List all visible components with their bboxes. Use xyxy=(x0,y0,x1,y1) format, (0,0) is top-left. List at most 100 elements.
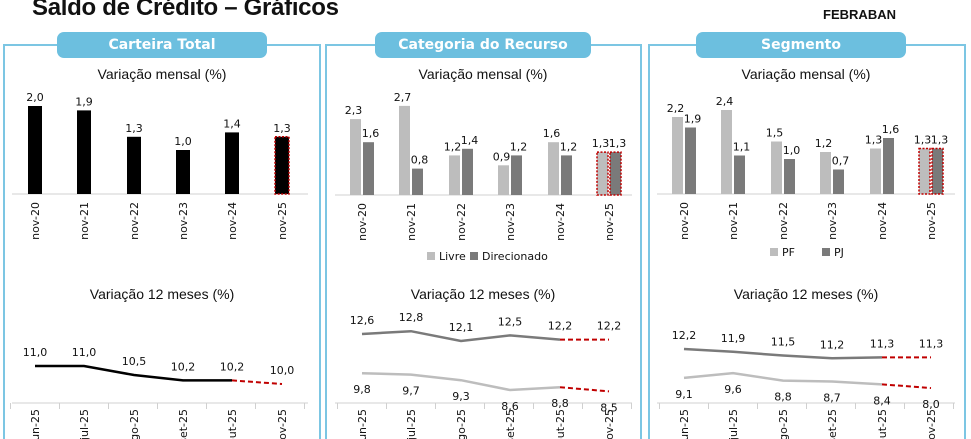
line-pj xyxy=(683,371,883,386)
data-label: 12,2 xyxy=(672,329,697,342)
line-pf xyxy=(683,347,883,360)
data-label: 1,4 xyxy=(223,117,241,130)
x-tick-label: jun-25 xyxy=(678,409,691,439)
x-tick-label: nov-25 xyxy=(603,203,616,241)
yearly-title: Variação 12 meses (%) xyxy=(89,286,235,302)
x-tick-label: nov-21 xyxy=(78,202,91,240)
bar-total xyxy=(176,150,190,194)
bar-direcionado xyxy=(511,155,522,195)
monthly-title: Variação mensal (%) xyxy=(741,66,871,82)
bar-livre xyxy=(449,155,460,195)
data-label: 1,5 xyxy=(766,127,784,140)
bar-livre xyxy=(399,105,410,195)
panel-header-carteira-total: Carteira Total xyxy=(57,32,267,58)
bar-pf xyxy=(918,147,931,195)
data-label: 11,2 xyxy=(820,338,845,351)
data-label: 1,0 xyxy=(174,135,192,148)
bar-livre xyxy=(548,142,559,195)
x-tick-label: jul-25 xyxy=(405,409,418,439)
x-tick-label: jun-25 xyxy=(356,409,369,439)
data-label: 8,6 xyxy=(501,400,519,413)
data-label: 1,3 xyxy=(865,134,883,147)
monthly-title: Variação mensal (%) xyxy=(418,66,548,82)
x-tick-label: nov-25 xyxy=(603,409,616,439)
data-label: 12,1 xyxy=(449,321,474,334)
data-label: 9,3 xyxy=(452,390,470,403)
data-label: 2,2 xyxy=(667,102,685,115)
data-label: 2,3 xyxy=(345,104,363,117)
x-tick-label: nov-24 xyxy=(876,202,889,240)
bar-pf xyxy=(870,148,881,194)
data-label: 11,0 xyxy=(23,346,48,359)
data-label: 11,9 xyxy=(721,332,746,345)
bar-pj xyxy=(734,155,745,194)
data-label: 10,2 xyxy=(171,360,196,373)
x-tick-label: ago-25 xyxy=(777,409,790,439)
data-label: 8,0 xyxy=(922,398,940,411)
bar-total xyxy=(127,136,141,194)
x-tick-label: ago-25 xyxy=(128,409,141,439)
x-tick-label: nov-23 xyxy=(177,202,190,240)
bar-pj xyxy=(685,127,696,194)
data-label: 8,8 xyxy=(551,397,569,410)
x-tick-label: nov-25 xyxy=(925,409,938,439)
bar-total xyxy=(274,136,290,195)
bar-pf xyxy=(721,110,732,194)
projection-segment xyxy=(231,379,283,385)
legend-label: PF xyxy=(782,246,795,259)
bar-total xyxy=(225,132,239,194)
data-label: 9,8 xyxy=(353,383,371,396)
data-label: 1,2 xyxy=(560,140,578,153)
data-label: 1,3 xyxy=(931,134,949,147)
legend-swatch-livre xyxy=(427,252,435,260)
monthly-title: Variação mensal (%) xyxy=(97,66,227,82)
data-label: 8,7 xyxy=(823,392,841,405)
data-label: 8,4 xyxy=(873,394,891,407)
x-tick-label: nov-25 xyxy=(276,409,289,439)
data-label: 12,5 xyxy=(498,315,523,328)
data-label: 1,3 xyxy=(914,134,932,147)
data-label: 2,4 xyxy=(716,95,734,108)
projection-segment xyxy=(881,383,932,390)
data-label: 0,9 xyxy=(493,150,511,163)
data-label: 0,8 xyxy=(411,154,429,167)
data-label: 10,2 xyxy=(220,360,245,373)
bar-pj xyxy=(883,138,894,194)
data-label: 1,2 xyxy=(444,140,462,153)
bar-total xyxy=(28,106,42,194)
bar-direcionado xyxy=(609,151,622,196)
legend-label: PJ xyxy=(834,246,844,259)
data-label: 10,5 xyxy=(122,355,147,368)
data-label: 1,2 xyxy=(510,140,528,153)
bar-direcionado xyxy=(462,148,473,195)
data-label: 1,0 xyxy=(783,144,801,157)
bar-livre xyxy=(498,165,509,195)
x-tick-label: jul-25 xyxy=(78,409,91,439)
page-title: Saldo de Crédito – Gráficos xyxy=(32,0,339,21)
data-label: 1,9 xyxy=(75,95,93,108)
x-tick-label: nov-25 xyxy=(276,202,289,240)
line-total xyxy=(35,364,232,382)
data-label: 1,6 xyxy=(882,123,900,136)
x-tick-label: ago-25 xyxy=(455,409,468,439)
legend-label: Livre xyxy=(439,250,466,263)
x-tick-label: nov-21 xyxy=(727,202,740,240)
data-label: 1,6 xyxy=(362,127,380,140)
x-tick-label: nov-24 xyxy=(226,202,239,240)
bar-livre xyxy=(596,151,609,196)
data-label: 1,2 xyxy=(815,137,833,150)
x-tick-label: nov-22 xyxy=(128,202,141,240)
bar-total xyxy=(77,110,91,194)
data-label: 0,7 xyxy=(832,155,850,168)
data-label: 1,9 xyxy=(684,113,702,126)
data-label: 9,7 xyxy=(402,385,420,398)
yearly-title: Variação 12 meses (%) xyxy=(733,286,879,302)
bar-pj xyxy=(784,159,795,194)
data-label: 12,8 xyxy=(399,311,424,324)
data-label: 8,5 xyxy=(600,401,618,414)
yearly-title: Variação 12 meses (%) xyxy=(410,286,556,302)
x-tick-label: out-25 xyxy=(226,409,239,439)
legend-swatch-direcionado xyxy=(470,252,478,260)
x-tick-label: nov-20 xyxy=(678,202,691,240)
